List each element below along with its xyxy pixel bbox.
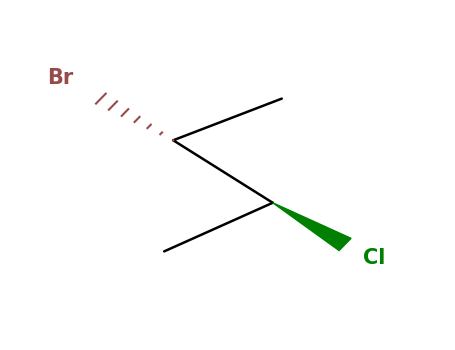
- Text: Br: Br: [47, 68, 74, 88]
- Polygon shape: [273, 203, 351, 251]
- Text: Cl: Cl: [363, 248, 385, 268]
